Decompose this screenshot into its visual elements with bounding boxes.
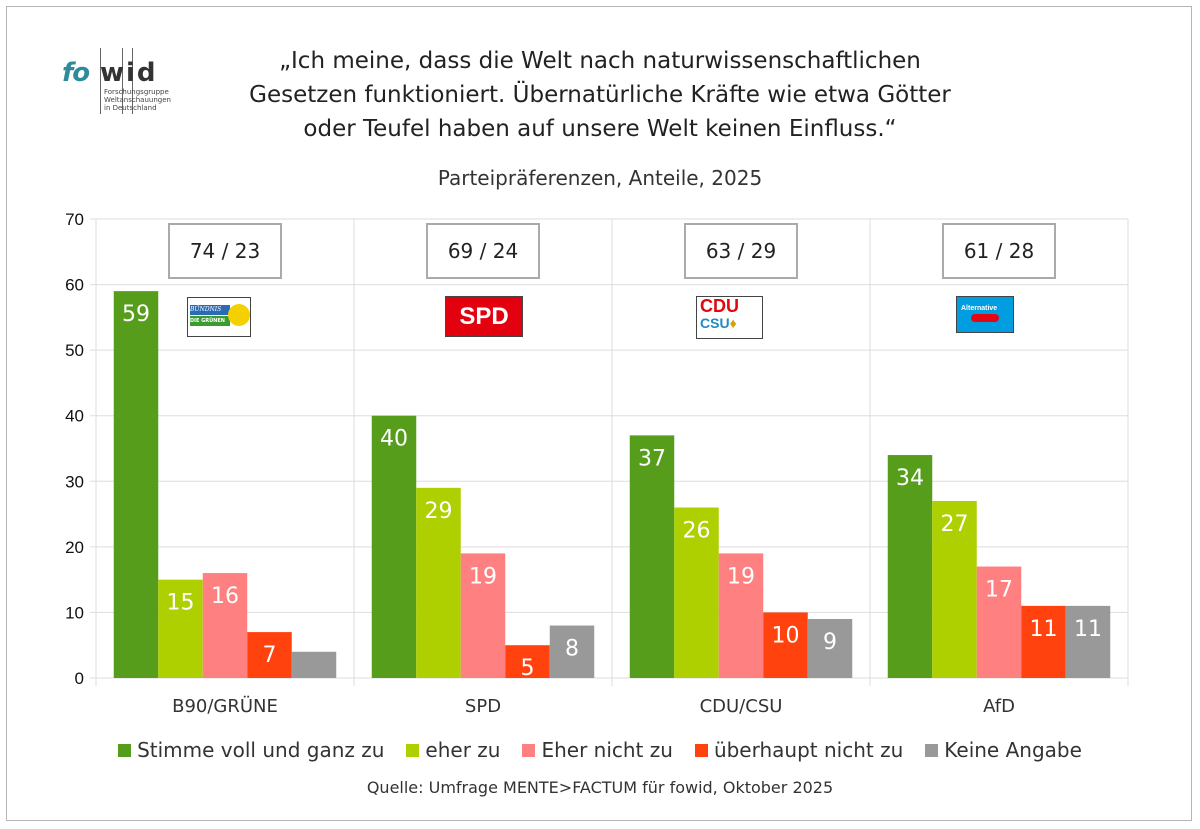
x-tick-label: CDU/CSU xyxy=(700,696,783,717)
legend: Stimme voll und ganz zu eher zu Eher nicht… xyxy=(0,738,1200,762)
bar xyxy=(247,632,292,678)
bar xyxy=(674,507,719,678)
x-tick-label: SPD xyxy=(465,696,501,717)
chart-subtitle: Parteipräferenzen, Anteile, 2025 xyxy=(437,166,763,190)
data-label: 16 xyxy=(211,584,239,609)
data-label: 9 xyxy=(823,630,837,655)
bar xyxy=(807,618,853,678)
y-tick-label: 50 xyxy=(65,341,84,360)
y-tick-label: 0 xyxy=(75,669,84,688)
data-label: 5 xyxy=(521,656,535,681)
bar xyxy=(460,553,506,678)
legend-label: Keine Angabe xyxy=(944,738,1082,762)
greens-logo: BÜNDNIS 90DIE GRÜNEN xyxy=(187,297,251,337)
legend-swatch xyxy=(118,743,132,757)
bar xyxy=(763,612,808,678)
bar xyxy=(416,487,461,678)
legend-item: Keine Angabe xyxy=(925,738,1082,762)
group-annotation-box xyxy=(426,223,540,279)
logo-part2: wid xyxy=(100,58,158,88)
data-label: 29 xyxy=(425,499,453,524)
group-annotation-box xyxy=(684,223,798,279)
bar xyxy=(718,553,764,678)
bar xyxy=(629,435,675,678)
group-annotation: 63 / 29 xyxy=(706,239,776,263)
legend-item: eher zu xyxy=(406,738,500,762)
x-tick-label: B90/GRÜNE xyxy=(172,695,278,717)
group-annotation: 69 / 24 xyxy=(448,239,518,263)
y-tick-label: 20 xyxy=(65,538,84,557)
bar xyxy=(505,645,550,678)
bar xyxy=(549,625,595,678)
y-tick-label: 40 xyxy=(65,407,84,426)
title-line: „Ich meine, dass die Welt nach naturwiss… xyxy=(279,48,921,74)
data-label: 8 xyxy=(565,637,579,662)
data-label: 40 xyxy=(380,427,408,452)
source-note: Quelle: Umfrage MENTE>FACTUM für fowid, … xyxy=(366,778,834,797)
bar xyxy=(1065,605,1111,678)
data-label: 11 xyxy=(1030,617,1058,642)
cdu-csu-logo: CDU CSU♦ xyxy=(696,296,763,339)
data-label: 10 xyxy=(772,623,800,648)
data-label: 15 xyxy=(167,591,195,616)
afd-logo: Alternative xyxy=(956,296,1014,333)
bar xyxy=(202,573,248,678)
legend-label: Eher nicht zu xyxy=(541,738,673,762)
bar xyxy=(976,566,1022,678)
data-label: 34 xyxy=(896,466,924,491)
logo-part1: fo xyxy=(62,58,90,88)
data-label: 19 xyxy=(727,564,755,589)
title-line: oder Teufel haben auf unsere Welt keinen… xyxy=(303,116,897,142)
bar xyxy=(158,579,203,678)
legend-label: Stimme voll und ganz zu xyxy=(137,738,385,762)
fowid-logo: fo wid Forschungsgruppe Weltanschauungen i… xyxy=(62,48,182,118)
data-label: 59 xyxy=(122,302,150,327)
bar xyxy=(932,500,977,678)
legend-swatch xyxy=(694,743,708,757)
chart-title: „Ich meine, dass die Welt nach naturwiss… xyxy=(170,44,1030,146)
bar xyxy=(291,651,337,678)
legend-item: Stimme voll und ganz zu xyxy=(118,738,384,762)
bar xyxy=(113,291,159,678)
data-label: 11 xyxy=(1074,617,1102,642)
legend-item: Eher nicht zu xyxy=(522,738,673,762)
y-tick-label: 60 xyxy=(65,276,84,295)
bar xyxy=(887,455,933,678)
data-label: 19 xyxy=(469,564,497,589)
chart-frame xyxy=(6,6,1192,821)
x-tick-label: AfD xyxy=(983,696,1015,717)
data-label: 7 xyxy=(263,643,277,668)
legend-swatch xyxy=(925,743,939,757)
legend-swatch xyxy=(522,743,536,757)
logo-tagline: Forschungsgruppe Weltanschauungen in Deuts… xyxy=(104,88,171,112)
data-label: 17 xyxy=(985,578,1013,603)
group-annotation-box xyxy=(942,223,1056,279)
y-tick-label: 10 xyxy=(65,603,84,622)
group-annotation: 74 / 23 xyxy=(190,239,260,263)
group-annotation-box xyxy=(168,223,282,279)
legend-label: eher zu xyxy=(425,738,501,762)
bar xyxy=(371,415,417,678)
title-line: Gesetzen funktioniert. Übernatürliche Kr… xyxy=(249,82,951,108)
y-tick-label: 70 xyxy=(65,210,84,229)
data-label: 27 xyxy=(941,512,969,537)
legend-item: überhaupt nicht zu xyxy=(694,738,904,762)
bar xyxy=(1021,605,1066,678)
legend-swatch xyxy=(406,743,420,757)
data-label: 26 xyxy=(683,519,711,544)
group-annotation: 61 / 28 xyxy=(964,239,1034,263)
spd-logo: SPD xyxy=(445,296,523,337)
y-tick-label: 30 xyxy=(65,472,84,491)
data-label: 37 xyxy=(638,446,666,471)
legend-label: überhaupt nicht zu xyxy=(713,738,904,762)
